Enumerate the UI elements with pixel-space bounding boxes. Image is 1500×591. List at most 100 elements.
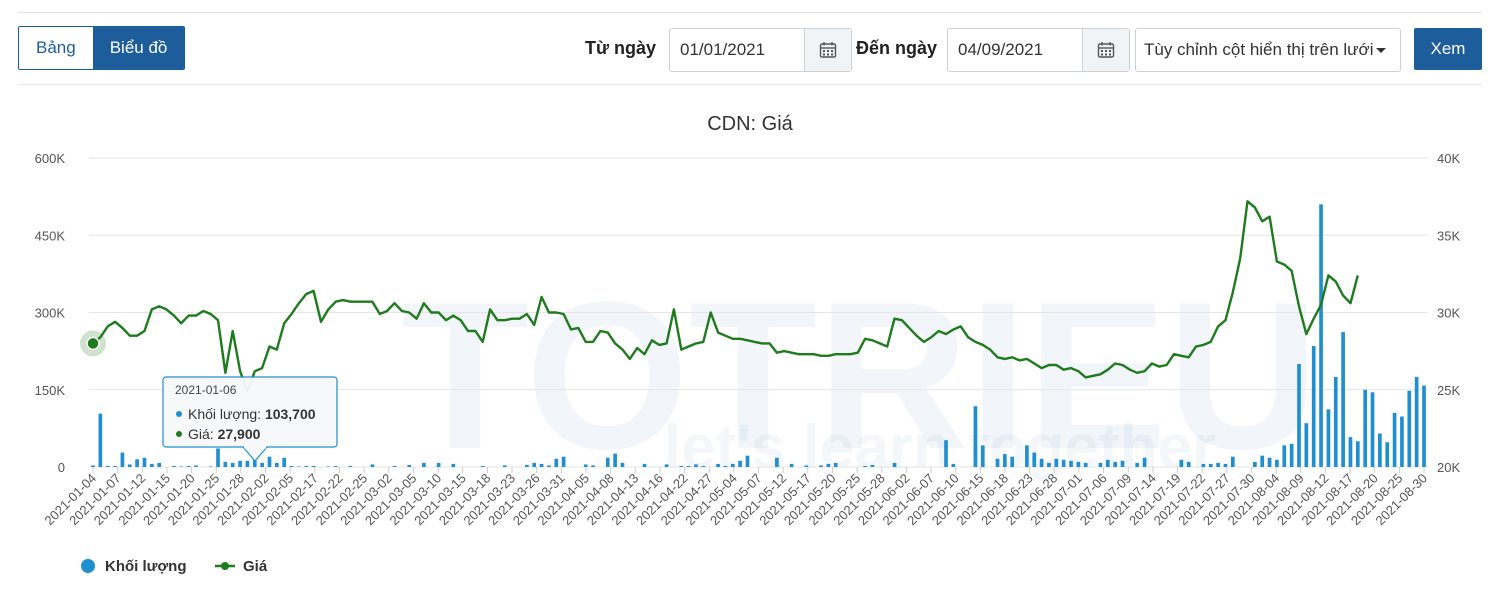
volume-bar — [1333, 376, 1338, 467]
price-series-line — [92, 200, 1359, 393]
tooltip-price-label: Giá: — [188, 426, 218, 442]
volume-bar — [1275, 459, 1279, 467]
volume-bar — [1297, 364, 1301, 467]
volume-bar — [326, 466, 331, 467]
from-date-field[interactable]: 01/01/2021 — [669, 28, 852, 72]
columns-select[interactable]: Tùy chỉnh cột hiển thị trên lưới — [1135, 28, 1401, 72]
volume-bar — [1208, 463, 1213, 467]
volume-bar — [91, 465, 95, 467]
volume-bar — [252, 458, 257, 467]
tooltip-volume-dot — [176, 411, 182, 417]
volume-bar — [105, 465, 110, 467]
volume-bar — [554, 458, 559, 467]
volume-bar — [113, 465, 117, 467]
volume-bar — [1135, 462, 1140, 467]
volume-bar — [730, 463, 735, 467]
volume-bar — [819, 465, 823, 467]
price-volume-chart: TOTRIEU let's learn together CDN: Giá 0 1… — [35, 113, 1461, 575]
volume-bar — [311, 465, 316, 467]
volume-bar — [297, 466, 301, 467]
volume-bar — [1076, 461, 1081, 467]
volume-bar — [1054, 458, 1059, 467]
volume-bar — [1142, 457, 1147, 467]
volume-bar — [583, 464, 588, 467]
volume-bar — [1289, 443, 1294, 467]
volume-bar — [613, 453, 617, 467]
to-date-field[interactable]: 04/09/2021 — [947, 28, 1130, 72]
volume-bar — [348, 465, 353, 467]
watermark-brand: TOTRIEU — [401, 258, 1319, 493]
volume-bar — [275, 462, 279, 467]
volume-bar — [1120, 460, 1125, 467]
tab-chart[interactable]: Biểu đồ — [92, 27, 185, 69]
legend-volume-marker — [81, 559, 95, 573]
volume-bar — [642, 463, 647, 467]
volume-bar — [686, 465, 691, 467]
volume-bar — [186, 465, 191, 467]
calendar-icon[interactable] — [804, 29, 851, 71]
volume-bar — [1355, 441, 1360, 467]
tab-table[interactable]: Bảng — [19, 27, 93, 69]
volume-bar — [1113, 461, 1117, 467]
legend-price-marker — [221, 562, 229, 570]
to-date-value[interactable]: 04/09/2021 — [958, 40, 1044, 59]
toolbar-divider — [18, 84, 1482, 85]
volume-bar — [525, 464, 529, 467]
view-button[interactable]: Xem — [1414, 28, 1482, 70]
volume-bar — [1047, 462, 1051, 467]
volume-bar — [480, 465, 485, 467]
from-date-value[interactable]: 01/01/2021 — [680, 40, 766, 59]
top-divider — [18, 12, 1482, 13]
volume-bar — [1260, 455, 1265, 467]
volume-bar — [194, 465, 198, 467]
volume-bar — [223, 461, 228, 467]
volume-bar — [738, 460, 742, 467]
y-left-tick-label: 600K — [35, 151, 66, 166]
volume-bar — [1179, 459, 1184, 467]
volume-bar — [1414, 376, 1419, 467]
volume-bar — [260, 462, 264, 467]
volume-bar — [973, 406, 978, 467]
y-left-tick-label: 0 — [58, 460, 65, 475]
from-date-label: Từ ngày — [585, 38, 657, 58]
tooltip-pointer-mask — [244, 445, 266, 449]
volume-bar — [723, 465, 728, 467]
volume-bar — [451, 463, 456, 467]
price-line — [80, 200, 1359, 393]
volume-bar — [1267, 457, 1272, 467]
y-left-tick-label: 450K — [35, 228, 66, 243]
y-left-tick-label: 150K — [35, 383, 66, 398]
volume-bar — [127, 464, 132, 467]
volume-bar — [1230, 456, 1235, 467]
volume-bar — [157, 462, 162, 467]
volume-bar — [1083, 462, 1088, 467]
tooltip-volume-label: Khối lượng: — [188, 406, 265, 422]
volume-bar — [980, 445, 985, 467]
volume-bar — [716, 463, 720, 467]
volume-bar — [392, 465, 397, 467]
volume-bar — [149, 463, 154, 467]
y-axis-right: 20K 25K 30K 35K 40K — [1437, 151, 1460, 475]
volume-bar — [1069, 460, 1073, 467]
volume-bar — [1253, 461, 1257, 467]
volume-bar — [216, 448, 220, 467]
volume-bar — [1407, 390, 1412, 467]
volume-bar — [238, 460, 242, 467]
volume-bar — [1186, 461, 1191, 467]
volume-bar — [407, 464, 412, 467]
chevron-down-icon — [1376, 47, 1387, 53]
volume-bar — [208, 466, 213, 467]
volume-bar — [1032, 452, 1037, 467]
calendar-icon[interactable] — [1082, 29, 1129, 71]
volume-bar — [1348, 437, 1353, 467]
volume-bar — [944, 440, 948, 467]
volume-bar — [370, 464, 375, 467]
y-right-tick-label: 35K — [1437, 228, 1460, 243]
volume-bar — [135, 459, 139, 467]
volume-bar — [1370, 392, 1375, 467]
volume-bar — [1098, 462, 1103, 467]
volume-bar — [620, 462, 625, 467]
volume-bar — [1311, 345, 1316, 467]
volume-bar — [826, 463, 831, 467]
volume-bar — [547, 465, 551, 467]
